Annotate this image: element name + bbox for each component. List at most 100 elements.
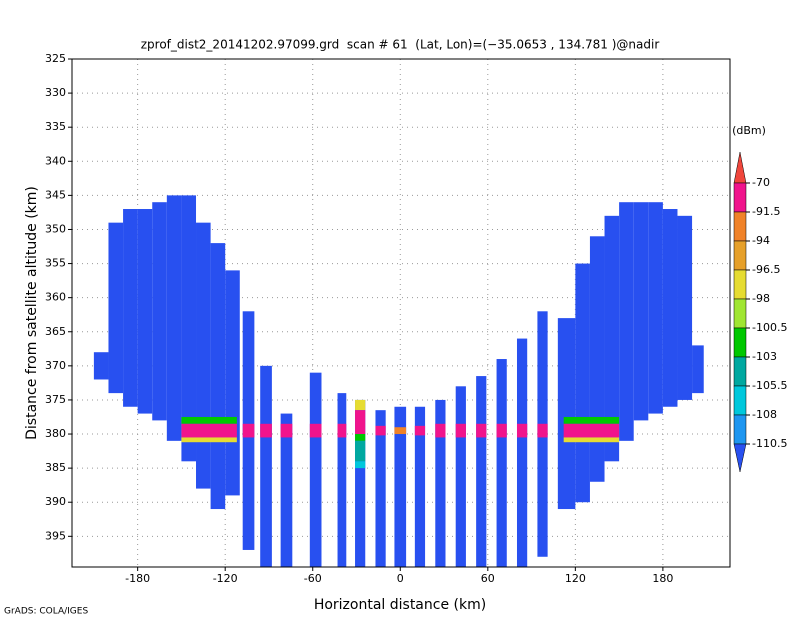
y-tick-label: 325 [45, 52, 66, 65]
y-tick-label: 375 [45, 393, 66, 406]
colorbar-segment [733, 182, 747, 213]
echo-column [476, 376, 487, 567]
echo-band [181, 423, 237, 438]
colorbar-label: (dBm) [732, 124, 766, 137]
echo-band [355, 399, 366, 411]
echo-band [355, 440, 366, 462]
colorbar-label: -103 [752, 350, 777, 363]
echo-band [181, 416, 237, 424]
echo-column [225, 270, 240, 496]
echo-column [589, 236, 605, 482]
colorbar-segment [733, 356, 747, 387]
echo-band [309, 423, 322, 438]
echo-band [516, 423, 528, 438]
echo-band [496, 423, 507, 438]
colorbar-label: -110.5 [752, 437, 787, 450]
echo-column [496, 359, 507, 567]
x-tick-label: -180 [125, 572, 150, 585]
x-tick-label: 60 [481, 572, 495, 585]
echo-column [575, 263, 590, 503]
colorbar-segment [733, 327, 747, 358]
y-tick-label: 395 [45, 529, 66, 542]
colorbar-segment [733, 385, 747, 416]
y-tick-label: 330 [45, 86, 66, 99]
echo-column [633, 202, 649, 421]
echo-column [309, 372, 322, 567]
echo-column [677, 215, 693, 400]
echo-column [394, 406, 407, 567]
echo-column [260, 365, 272, 567]
x-tick-label: -60 [304, 572, 322, 585]
echo-column [604, 215, 620, 462]
plot-frame [71, 58, 731, 568]
echo-band [394, 427, 407, 435]
y-tick-label: 365 [45, 325, 66, 338]
y-axis-label: Distance from satellite altitude (km) [24, 186, 40, 440]
y-tick-label: 380 [45, 427, 66, 440]
echo-column [93, 352, 109, 380]
echo-column [123, 209, 138, 407]
echo-column [337, 393, 347, 567]
echo-column [181, 195, 197, 462]
echo-band [563, 416, 620, 424]
colorbar-segment [733, 240, 747, 271]
echo-column [435, 399, 446, 567]
echo-band [280, 423, 293, 438]
y-tick-label: 360 [45, 291, 66, 304]
echo-column [355, 399, 366, 567]
colorbar-label: -100.5 [752, 321, 787, 334]
colorbar-label: -94 [752, 234, 770, 247]
echo-column [108, 222, 124, 394]
echo-column [210, 243, 226, 510]
colorbar-label: -108 [752, 408, 777, 421]
echo-column [455, 386, 466, 567]
colorbar-label: -91.5 [752, 205, 780, 218]
y-tick-label: 385 [45, 461, 66, 474]
colorbar-label: -105.5 [752, 379, 787, 392]
y-tick-label: 350 [45, 222, 66, 235]
echo-band [242, 423, 255, 438]
echo-column [166, 195, 182, 441]
echo-band [414, 425, 426, 436]
y-tick-label: 340 [45, 154, 66, 167]
echo-band [537, 423, 548, 438]
colorbar-label: -96.5 [752, 263, 780, 276]
echo-band [337, 423, 347, 438]
y-tick-label: 335 [45, 120, 66, 133]
echo-band [375, 425, 386, 436]
colorbar-segment [733, 269, 747, 300]
echo-column [662, 209, 678, 407]
x-tick-label: 180 [652, 572, 673, 585]
echo-band [455, 423, 466, 438]
echo-column [137, 209, 153, 414]
colorbar-segment [733, 151, 747, 184]
echo-band [355, 461, 366, 469]
echo-column [375, 410, 386, 567]
echo-column [619, 202, 634, 441]
echo-band [563, 437, 620, 443]
echo-column [152, 202, 167, 421]
echo-band [181, 437, 237, 443]
y-tick-label: 345 [45, 188, 66, 201]
echo-column [280, 413, 293, 567]
x-tick-label: 0 [397, 572, 404, 585]
echo-column [414, 406, 426, 567]
echo-band [260, 423, 272, 438]
colorbar-label: -98 [752, 292, 770, 305]
y-tick-label: 355 [45, 257, 66, 270]
echo-band [563, 423, 620, 438]
colorbar-label: -70 [752, 176, 770, 189]
x-tick-label: -120 [213, 572, 238, 585]
echo-column [196, 222, 211, 489]
credit: GrADS: COLA/IGES [4, 607, 88, 617]
colorbar-segment [733, 298, 747, 329]
echo-band [435, 423, 446, 438]
colorbar-segment [733, 414, 747, 445]
y-tick-label: 390 [45, 495, 66, 508]
echo-band [355, 434, 366, 441]
chart-title: zprof_dist2_20141202.97099.grd scan # 61… [141, 38, 660, 52]
x-axis-label: Horizontal distance (km) [314, 597, 486, 613]
echo-column [557, 318, 576, 510]
x-tick-label: 120 [565, 572, 586, 585]
